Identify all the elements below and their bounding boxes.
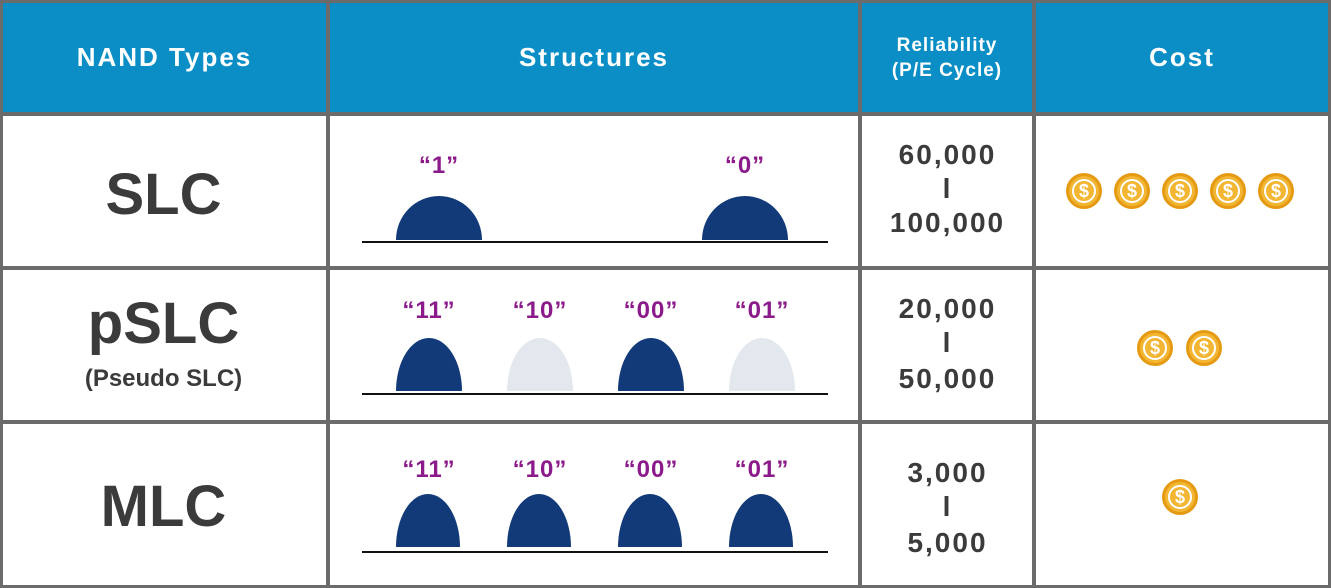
row-pslc-reliability-sep: l xyxy=(942,327,953,358)
header-cost: Cost xyxy=(1036,3,1328,112)
row-slc-reliability-low: 100,000 xyxy=(889,207,1006,238)
coin-icon: $ xyxy=(1162,479,1198,515)
row-pslc-state-label-1: “11” xyxy=(402,297,456,324)
coin-icon: $ xyxy=(1114,173,1150,209)
row-pslc-reliability-high: 20,000 xyxy=(898,293,997,324)
row-mlc-state-label-2: “10” xyxy=(512,456,568,483)
header-cost-label: Cost xyxy=(1149,42,1215,72)
row-mlc-baseline xyxy=(362,551,828,553)
row-slc-name: SLC xyxy=(105,162,222,227)
row-pslc-subname: (Pseudo SLC) xyxy=(84,365,243,392)
row-mlc-reliability-low: 5,000 xyxy=(907,527,988,558)
row-pslc-state-label-3: “00” xyxy=(623,297,679,324)
row-slc-reliability-high: 60,000 xyxy=(898,139,997,170)
coin-icon: $ xyxy=(1186,330,1222,366)
row-slc-state-label-1: “1” xyxy=(418,152,460,179)
coin-icon: $ xyxy=(1210,173,1246,209)
row-mlc-state-label-3: “00” xyxy=(623,456,679,483)
coin-icon: $ xyxy=(1137,330,1173,366)
row-pslc-state-label-2: “10” xyxy=(512,297,568,324)
header-reliability-line1: Reliability xyxy=(896,34,998,56)
row-pslc-name: pSLC xyxy=(87,291,240,356)
row-mlc-reliability-high: 3,000 xyxy=(907,457,988,488)
row-slc-baseline xyxy=(362,241,828,243)
row-mlc-state-label-1: “11” xyxy=(402,456,456,483)
row-pslc-reliability-low: 50,000 xyxy=(898,363,997,394)
header-reliability: Reliability (P/E Cycle) xyxy=(862,3,1032,112)
row-slc-reliability-sep: l xyxy=(942,173,953,204)
coin-icon: $ xyxy=(1066,173,1102,209)
header-reliability-line2: (P/E Cycle) xyxy=(891,59,1003,81)
header-structures-label: Structures xyxy=(518,42,670,72)
row-slc-state-label-2: “0” xyxy=(724,152,766,179)
row-pslc-baseline xyxy=(362,393,828,395)
row-mlc-name: MLC xyxy=(100,474,227,539)
coin-icon: $ xyxy=(1258,173,1294,209)
header-structures: Structures xyxy=(330,3,858,112)
row-pslc-state-label-4: “01” xyxy=(734,297,790,324)
header-nand-types: NAND Types xyxy=(3,3,326,112)
row-mlc-state-label-4: “01” xyxy=(734,456,790,483)
coin-icon: $ xyxy=(1162,173,1198,209)
header-nand-types-label: NAND Types xyxy=(76,42,253,72)
row-mlc-reliability-sep: l xyxy=(942,491,953,522)
